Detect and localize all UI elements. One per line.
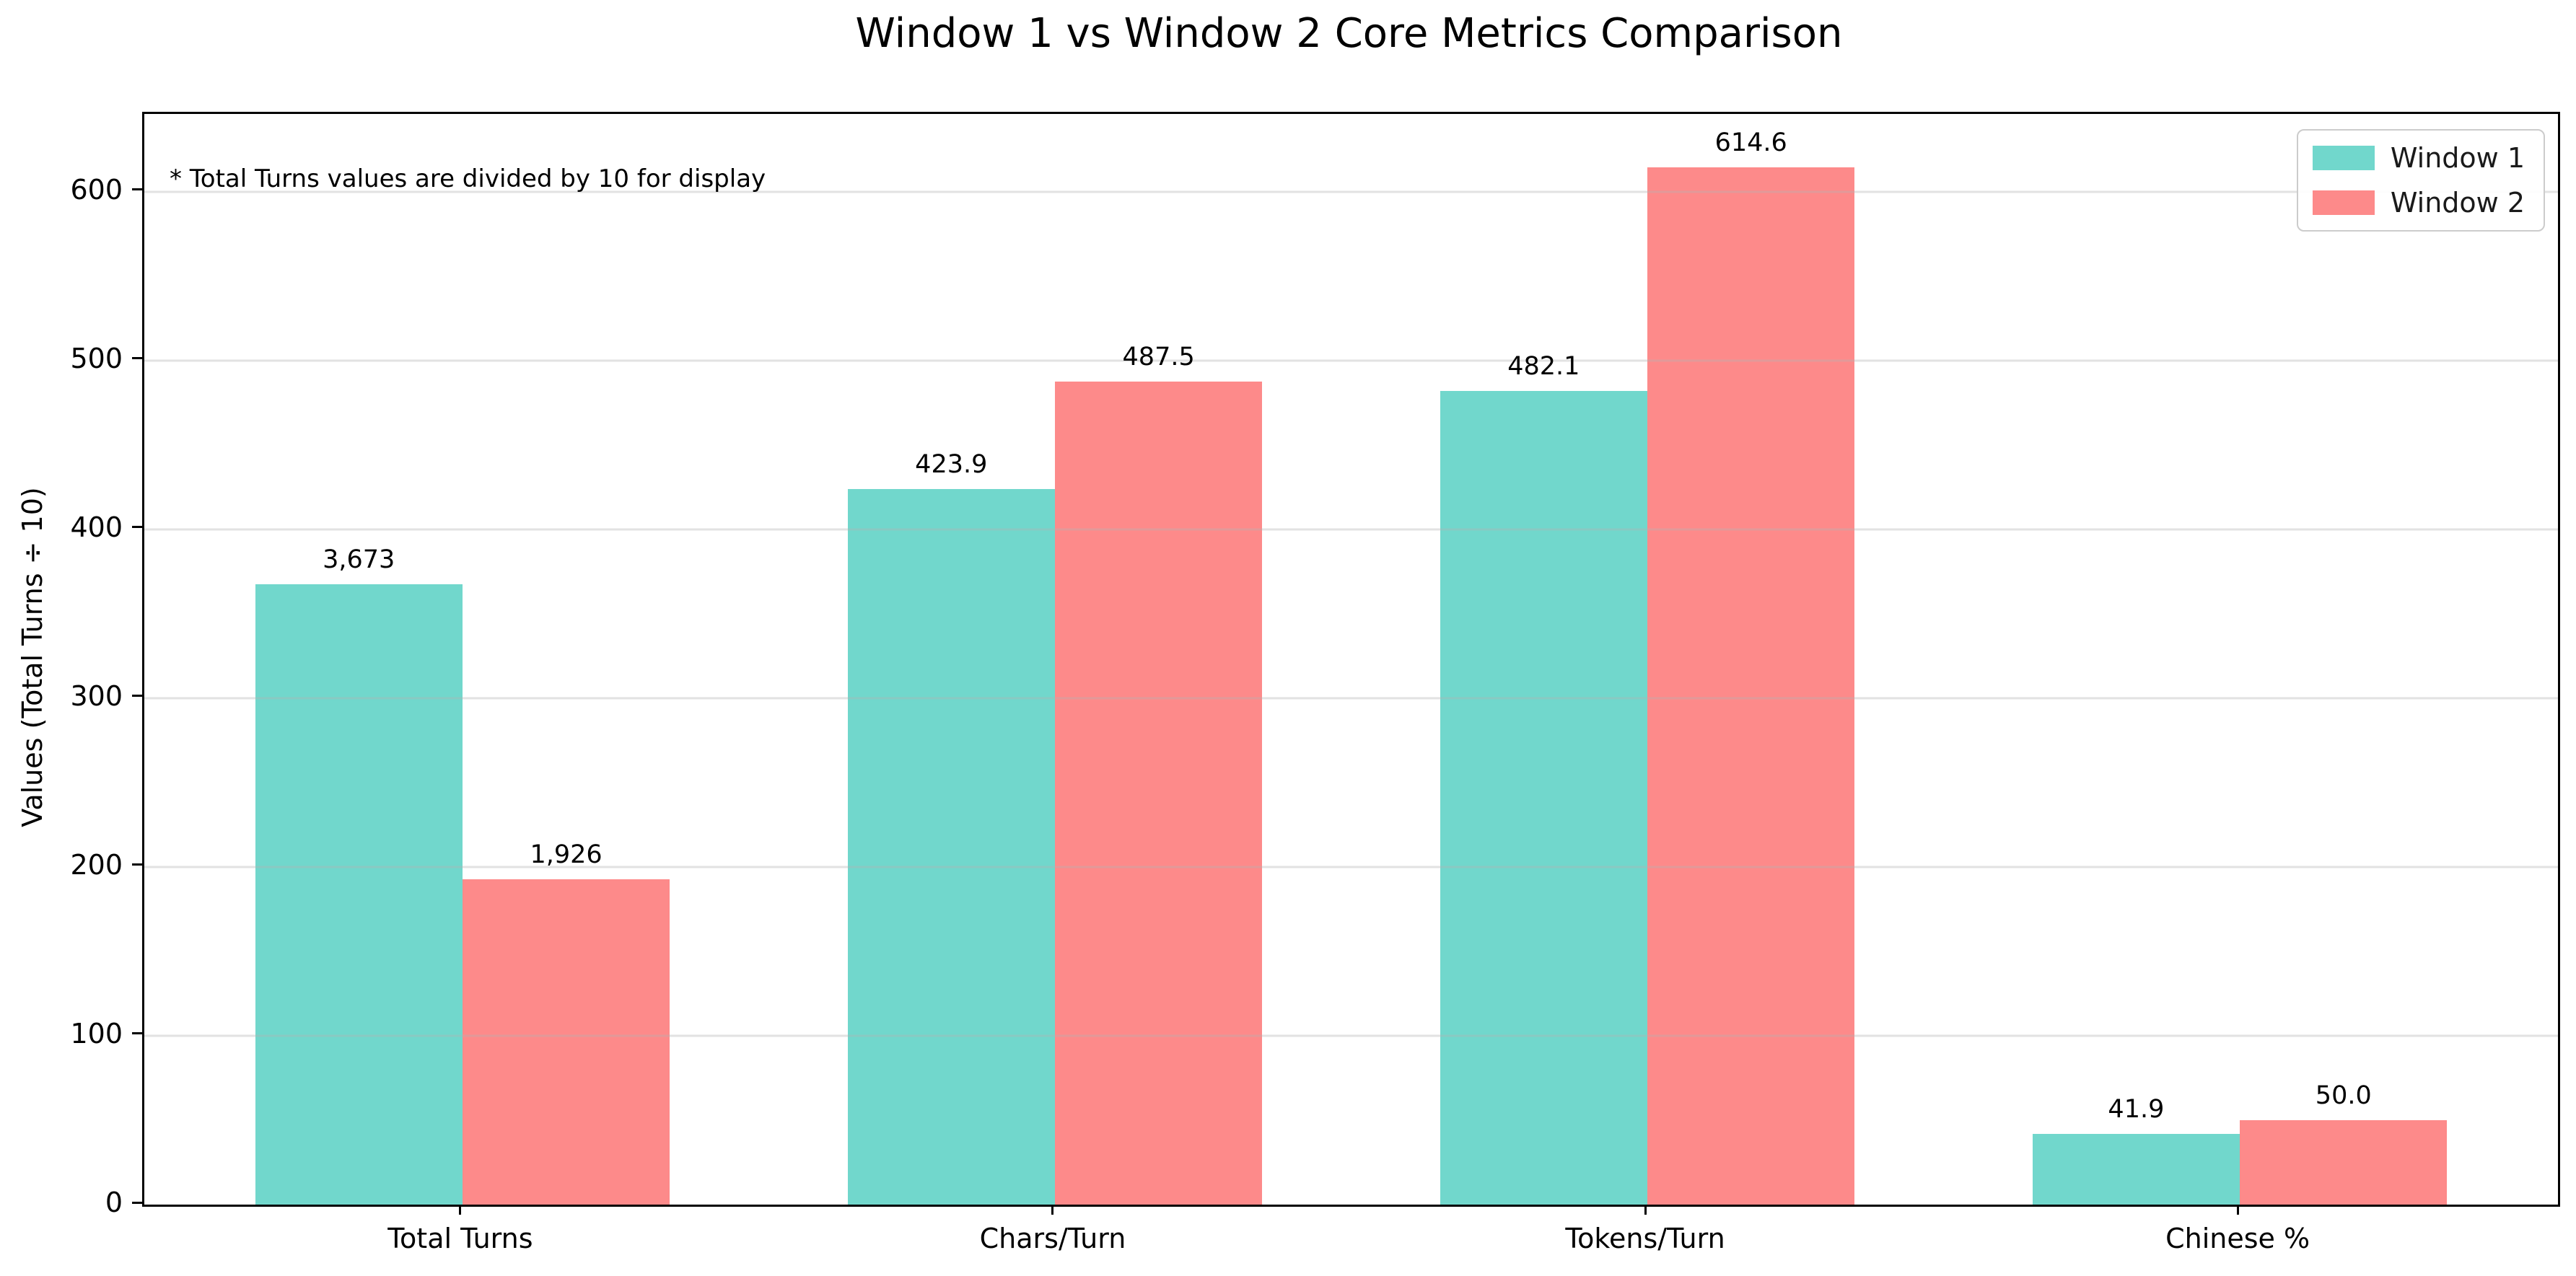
value-label-window-1-tokens-turn: 482.1	[1507, 351, 1580, 381]
plot-area: 3,673 1,926 423.9 487.5 482.1 614.6 41.9 50.0 *…	[142, 112, 2560, 1207]
gridline-300	[144, 697, 2558, 700]
gridline-500	[144, 359, 2558, 362]
y-tick-mark-0	[132, 1201, 142, 1204]
value-label-window-2-chars-turn: 487.5	[1122, 342, 1195, 371]
value-label-window-1-chars-turn: 423.9	[915, 449, 988, 479]
x-tick-mark-chinese	[2236, 1205, 2239, 1215]
bar-window-1-chinese	[2032, 1133, 2240, 1205]
x-tick-label-total-turns: Total Turns	[387, 1223, 533, 1254]
legend-swatch-window-2	[2312, 190, 2375, 215]
annotation-note: * Total Turns values are divided by 10 f…	[170, 164, 766, 193]
legend-label-window-2: Window 2	[2390, 187, 2525, 219]
y-tick-mark-100	[132, 1032, 142, 1035]
x-tick-label-tokens-turn: Tokens/Turn	[1565, 1223, 1725, 1254]
x-tick-mark-tokens-turn	[1644, 1205, 1647, 1215]
y-tick-label-0: 0	[105, 1187, 123, 1218]
y-tick-mark-400	[132, 526, 142, 529]
bar-window-2-chinese	[2240, 1119, 2448, 1205]
bar-window-2-total-turns	[462, 879, 670, 1205]
bar-window-1-total-turns	[255, 584, 463, 1205]
value-label-window-1-chinese: 41.9	[2108, 1094, 2165, 1124]
x-tick-label-chars-turn: Chars/Turn	[979, 1223, 1126, 1254]
legend-item-window-2: Window 2	[2312, 187, 2525, 219]
y-tick-label-500: 500	[70, 342, 123, 374]
y-tick-mark-500	[132, 357, 142, 360]
gridline-100	[144, 1034, 2558, 1037]
legend: Window 1 Window 2	[2296, 129, 2545, 232]
x-tick-mark-chars-turn	[1051, 1205, 1054, 1215]
bar-window-1-chars-turn	[847, 488, 1055, 1205]
y-tick-mark-600	[132, 188, 142, 191]
y-tick-label-400: 400	[70, 511, 123, 543]
y-tick-label-300: 300	[70, 679, 123, 712]
x-tick-mark-total-turns	[459, 1205, 462, 1215]
gridline-600	[144, 190, 2558, 193]
value-label-window-2-tokens-turn: 614.6	[1714, 128, 1787, 157]
legend-swatch-window-1	[2312, 146, 2375, 170]
value-label-window-2-chinese: 50.0	[2315, 1081, 2372, 1110]
y-tick-label-100: 100	[70, 1017, 123, 1050]
y-tick-mark-200	[132, 863, 142, 866]
y-tick-mark-300	[132, 695, 142, 698]
value-label-window-2-total-turns: 1,926	[530, 840, 603, 870]
gridline-400	[144, 528, 2558, 531]
bar-window-1-tokens-turn	[1440, 390, 1648, 1205]
bar-window-2-tokens-turn	[1647, 167, 1855, 1205]
value-label-window-1-total-turns: 3,673	[323, 545, 395, 575]
chart-title: Window 1 vs Window 2 Core Metrics Compar…	[855, 10, 1843, 57]
legend-label-window-1: Window 1	[2390, 142, 2525, 174]
x-tick-label-chinese: Chinese %	[2165, 1223, 2310, 1254]
bar-window-2-chars-turn	[1054, 381, 1263, 1205]
gridline-200	[144, 866, 2558, 868]
y-tick-label-200: 200	[70, 848, 123, 881]
legend-item-window-1: Window 1	[2312, 142, 2525, 174]
y-tick-label-600: 600	[70, 173, 123, 206]
